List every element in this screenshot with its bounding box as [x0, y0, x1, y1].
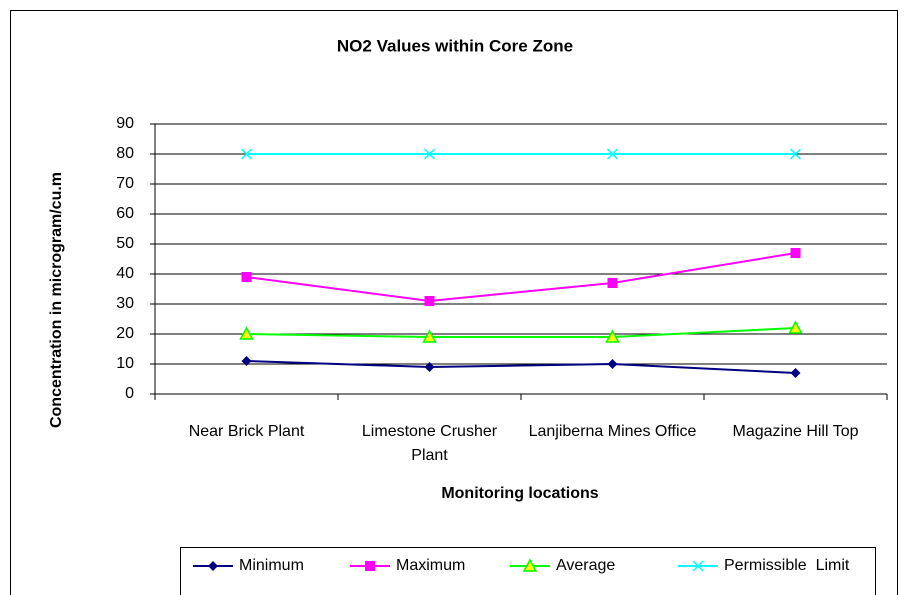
marker — [208, 561, 218, 571]
marker — [789, 148, 802, 160]
y-tick-label: 90 — [116, 115, 134, 132]
marker — [424, 362, 435, 372]
series-line — [246, 327, 796, 338]
marker — [692, 560, 704, 572]
x-tick-label: Magazine Hill Top — [733, 423, 859, 440]
x-tick-label: Lanjiberna Mines Office — [529, 423, 697, 440]
marker — [365, 561, 375, 571]
y-axis-label: Concentration in microgram/cu.m — [48, 172, 65, 428]
marker — [790, 368, 801, 378]
legend-label: Maximum — [396, 557, 465, 574]
y-tick-label: 0 — [125, 385, 134, 402]
marker — [241, 356, 252, 366]
marker — [788, 320, 803, 334]
legend-label: Permissible Limit — [724, 557, 850, 574]
y-tick-label: 40 — [116, 265, 134, 282]
x-tick-label: Limestone Crusher Plant — [362, 423, 498, 464]
marker — [240, 148, 253, 160]
marker — [605, 329, 620, 343]
y-tick-label: 20 — [116, 325, 134, 342]
marker — [239, 326, 254, 340]
y-tick-label: 80 — [116, 145, 134, 162]
y-tick-label: 60 — [116, 205, 134, 222]
chart-title: NO2 Values within Core Zone — [337, 36, 573, 55]
x-tick-label: Near Brick Plant — [189, 423, 305, 440]
series-line — [246, 252, 796, 303]
y-tick-label: 70 — [116, 175, 134, 192]
marker — [423, 148, 436, 160]
marker — [790, 248, 801, 258]
marker — [424, 296, 435, 306]
marker — [522, 558, 538, 572]
legend-label: Average — [556, 557, 615, 574]
marker — [241, 272, 252, 282]
y-tick-label: 10 — [116, 355, 134, 372]
x-axis-label: Monitoring locations — [441, 485, 598, 502]
y-tick-label: 30 — [116, 295, 134, 312]
marker — [607, 359, 618, 369]
series-line — [246, 360, 796, 374]
chart-frame — [10, 10, 898, 595]
marker — [606, 148, 619, 160]
marker — [607, 278, 618, 288]
legend-label: Minimum — [239, 557, 304, 574]
y-tick-label: 50 — [116, 235, 134, 252]
marker — [422, 329, 437, 343]
